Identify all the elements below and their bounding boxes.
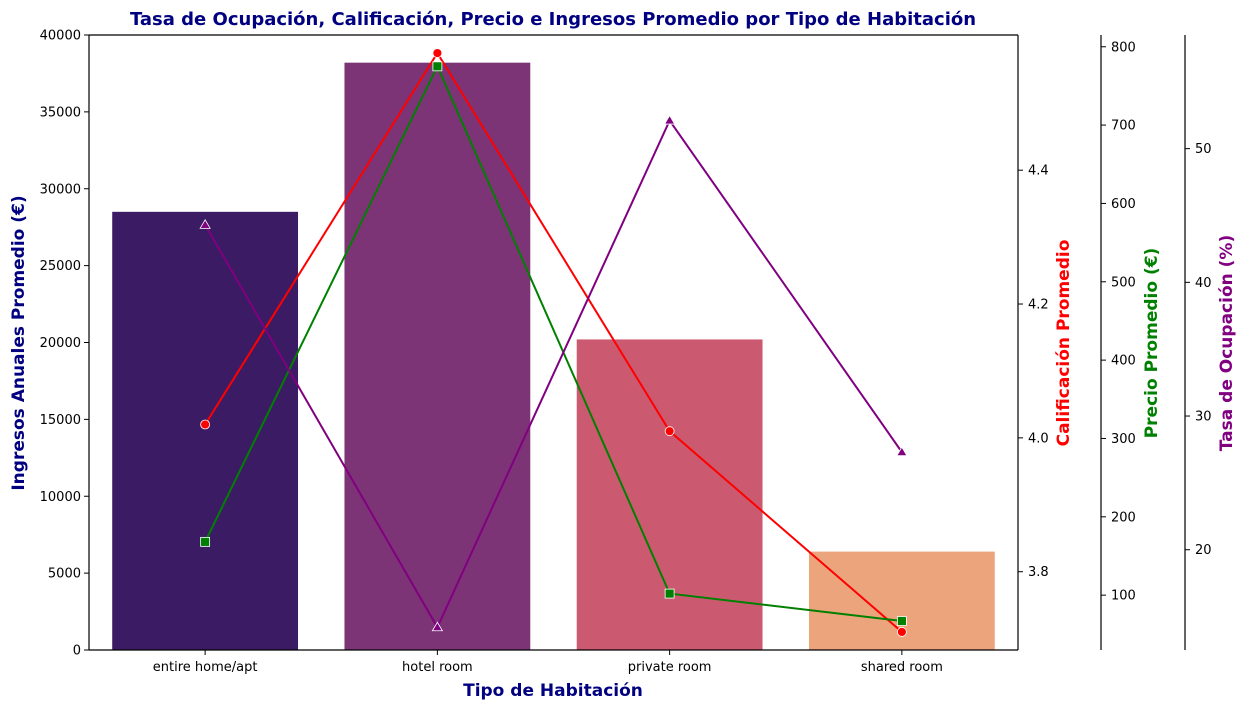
occupancy-tick-label-2: 40 bbox=[1195, 276, 1212, 291]
rating-tick-label-3: 4.4 bbox=[1028, 164, 1049, 179]
rating-marker-0 bbox=[200, 419, 211, 430]
income-tick-label-0: 0 bbox=[73, 644, 81, 659]
price-tick-label-2: 300 bbox=[1111, 432, 1136, 447]
occupancy-marker-0 bbox=[199, 219, 211, 229]
rating-marker-2 bbox=[664, 426, 675, 437]
price-tick-label-7: 800 bbox=[1111, 40, 1136, 55]
income-tick-label-6: 30000 bbox=[40, 182, 81, 197]
rating-marker-1 bbox=[432, 48, 443, 58]
income-tick-label-3: 15000 bbox=[40, 413, 81, 428]
price-tick-label-0: 100 bbox=[1111, 589, 1136, 604]
income-tick-label-1: 5000 bbox=[48, 567, 81, 582]
price-tick-label-1: 200 bbox=[1111, 510, 1136, 525]
occupancy-tick-label-3: 50 bbox=[1195, 142, 1212, 157]
price-tick-label-5: 600 bbox=[1111, 197, 1136, 212]
income-tick-label-4: 20000 bbox=[40, 336, 81, 351]
price-line bbox=[204, 63, 902, 623]
price-axis-title: Precio Promedio (€) bbox=[1142, 248, 1162, 439]
rating-tick-label-0: 3.8 bbox=[1028, 565, 1049, 580]
bar-0 bbox=[112, 211, 299, 650]
rating-marker-3 bbox=[896, 627, 907, 637]
price-marker-0 bbox=[200, 536, 211, 547]
income-tick-label-7: 35000 bbox=[40, 105, 81, 120]
lines-layer bbox=[199, 48, 908, 637]
price-tick-label-4: 500 bbox=[1111, 275, 1136, 290]
occupancy-axis-title: Tasa de Ocupación (%) bbox=[1217, 235, 1237, 451]
occupancy-tick-label-0: 20 bbox=[1195, 543, 1212, 558]
bar-1 bbox=[344, 62, 531, 651]
rating-tick-label-2: 4.2 bbox=[1028, 298, 1049, 313]
chart-title: Tasa de Ocupación, Calificación, Precio … bbox=[130, 9, 976, 30]
axes-layer: 0 5000 10000 15000 20000 25000 30000 35000 40000… bbox=[40, 29, 1212, 676]
bar-2 bbox=[576, 339, 763, 650]
rating-tick-label-1: 4.0 bbox=[1028, 431, 1049, 446]
rating-axis-title: Calificación Promedio bbox=[1054, 240, 1074, 447]
price-tick-label-3: 400 bbox=[1111, 354, 1136, 369]
x-tick-label-3: shared room bbox=[861, 660, 943, 675]
x-axis-title: Tipo de Habitación bbox=[463, 681, 643, 701]
occupancy-marker-3 bbox=[896, 446, 908, 457]
occupancy-marker-2 bbox=[663, 114, 676, 125]
x-tick-label-1: hotel room bbox=[402, 660, 473, 675]
price-marker-2 bbox=[664, 588, 675, 599]
rating-line bbox=[204, 51, 903, 633]
price-tick-label-6: 700 bbox=[1111, 119, 1136, 134]
income-tick-label-8: 40000 bbox=[40, 29, 81, 44]
occupancy-marker-1 bbox=[431, 621, 444, 632]
income-tick-label-2: 10000 bbox=[40, 490, 81, 505]
x-tick-label-0: entire home/apt bbox=[153, 660, 258, 675]
x-tick-label-2: private room bbox=[628, 660, 712, 675]
income-axis-title: Ingresos Anuales Promedio (€) bbox=[9, 195, 29, 490]
occupancy-line bbox=[204, 118, 903, 630]
price-marker-1 bbox=[432, 61, 443, 72]
price-marker-3 bbox=[896, 616, 907, 626]
bars-layer bbox=[112, 62, 995, 651]
income-tick-label-5: 25000 bbox=[40, 259, 81, 274]
occupancy-tick-label-1: 30 bbox=[1195, 410, 1212, 425]
